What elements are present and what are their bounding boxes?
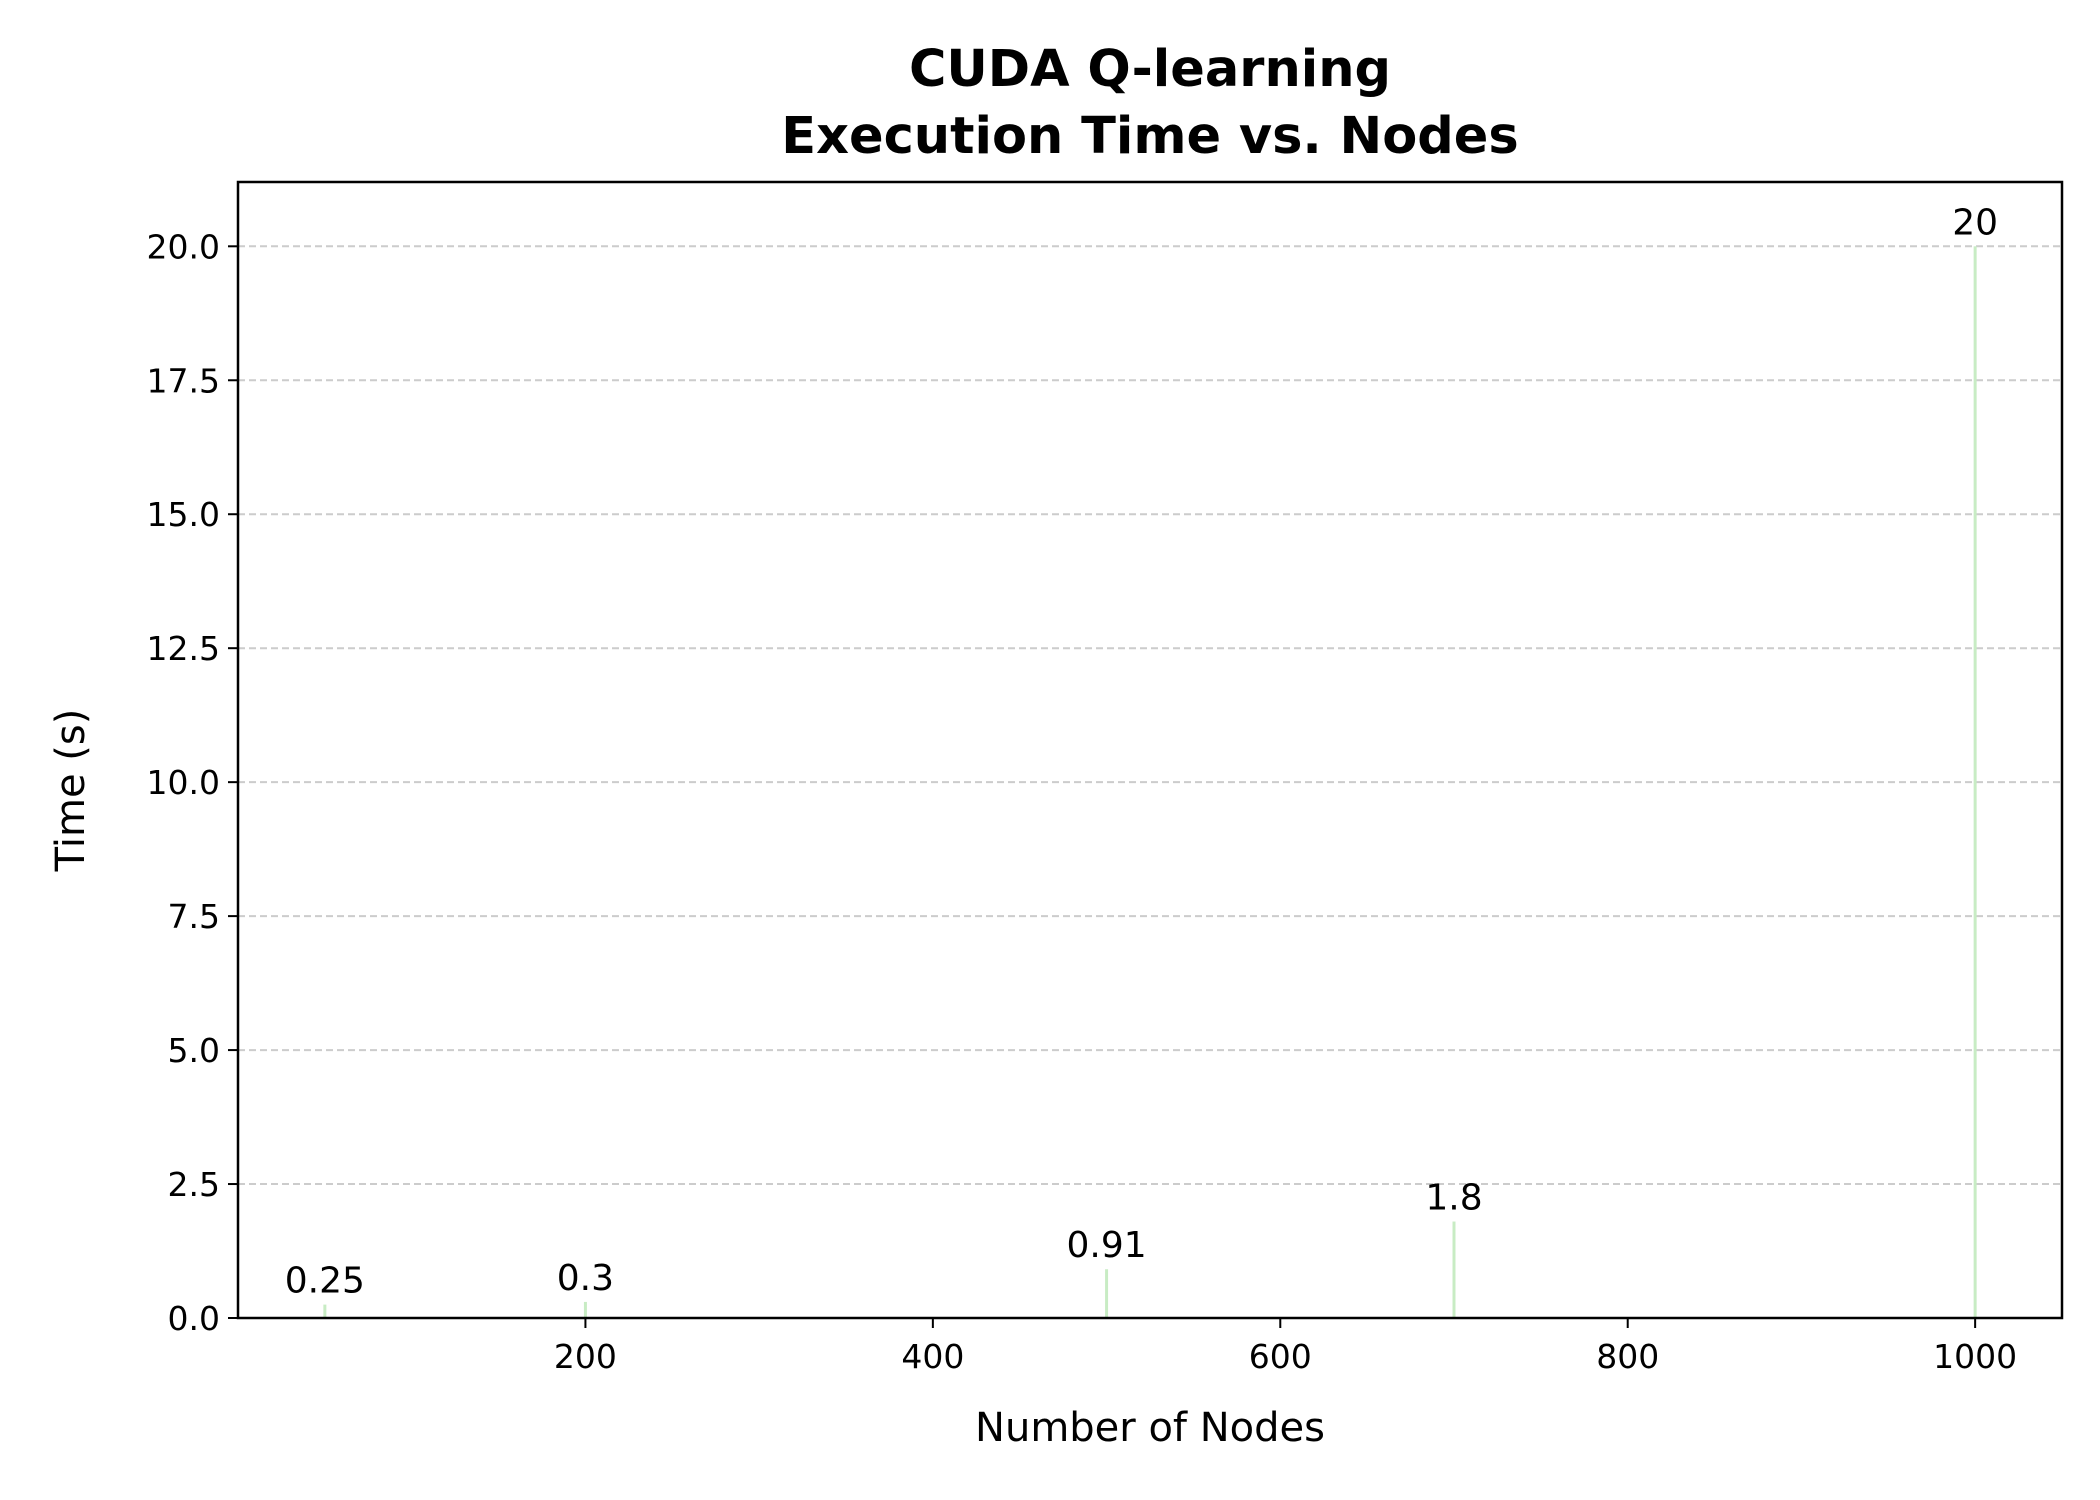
- bar: [1452, 1221, 1456, 1318]
- data-label: 0.25: [285, 1261, 365, 1302]
- data-label: 20: [1952, 202, 1998, 243]
- data-label: 0.3: [557, 1258, 614, 1299]
- grid-layer: [238, 245, 2062, 1186]
- bar: [1973, 246, 1977, 1318]
- plot-frame: [236, 180, 2064, 1320]
- x-tick-label: 800: [1596, 1337, 1659, 1376]
- x-axis-ticks: 200 400 600 800 1000: [554, 1318, 2017, 1376]
- y-tick-label: 17.5: [147, 361, 220, 400]
- chart-title-line-1: CUDA Q-learning: [909, 40, 1391, 99]
- x-tick-label: 600: [1249, 1337, 1312, 1376]
- chart-title-line-2: Execution Time vs. Nodes: [781, 107, 1518, 166]
- data-label-layer: 0.25 0.3 0.91 1.8 20: [285, 202, 1998, 1301]
- y-tick-label: 15.0: [147, 495, 220, 534]
- y-tick-label: 20.0: [147, 227, 220, 266]
- y-tick-label: 5.0: [168, 1031, 220, 1070]
- x-tick-label: 400: [901, 1337, 964, 1376]
- bar: [583, 1301, 587, 1318]
- data-label: 1.8: [1425, 1178, 1482, 1219]
- y-tick-label: 0.0: [168, 1299, 220, 1338]
- y-axis-label: Time (s): [48, 709, 94, 873]
- bar: [1105, 1269, 1109, 1318]
- x-axis-label: Number of Nodes: [975, 1405, 1325, 1451]
- y-tick-label: 7.5: [168, 897, 220, 936]
- y-axis-ticks: 0.0 2.5 5.0 7.5 10.0 12.5 15.0 17.5 20.0: [147, 227, 238, 1338]
- y-tick-label: 10.0: [147, 763, 220, 802]
- bar: [323, 1304, 327, 1318]
- y-tick-label: 12.5: [147, 629, 220, 668]
- x-tick-label: 200: [554, 1337, 617, 1376]
- bar-layer: [323, 246, 1977, 1318]
- x-tick-label: 1000: [1933, 1337, 2017, 1376]
- y-tick-label: 2.5: [168, 1165, 220, 1204]
- data-label: 0.91: [1066, 1225, 1146, 1266]
